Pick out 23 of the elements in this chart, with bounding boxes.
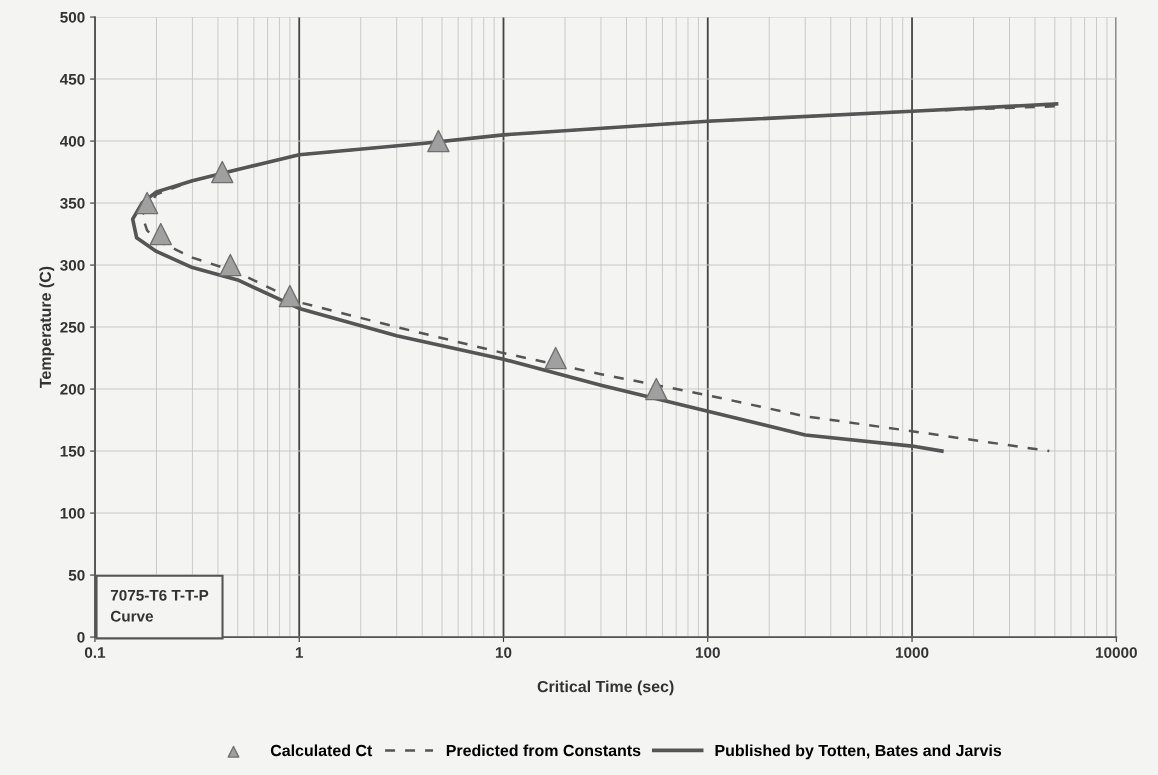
y-tick-label: 0 <box>77 631 85 643</box>
y-tick-label: 150 <box>60 445 85 457</box>
x-tick-label: 10 <box>495 647 512 658</box>
x-tick-label: 100 <box>695 647 720 658</box>
x-tick-label: 0.1 <box>84 647 106 658</box>
y-tick-label: 250 <box>60 321 85 333</box>
y-tick-label: 100 <box>60 507 85 519</box>
y-tick-label: 300 <box>60 259 85 271</box>
annotation: 7075-T6 T-T-P Curve <box>110 589 209 622</box>
y-axis-title: Temperature (C) <box>39 266 55 388</box>
y-tick-label: 50 <box>68 569 85 581</box>
y-tick-label: 500 <box>60 11 85 23</box>
legend-label: Published by Totten, Bates and Jarvis <box>715 744 1002 760</box>
y-tick-label: 200 <box>60 383 85 395</box>
y-tick-label: 350 <box>60 197 85 209</box>
y-tick-label: 450 <box>59 73 85 85</box>
x-tick-label: 1 <box>295 647 304 658</box>
legend-label: Calculated Ct <box>270 744 373 757</box>
x-tick-label: 1000 <box>896 647 929 658</box>
legend-label: Predicted from Constants <box>446 744 641 757</box>
x-tick-label: 10000 <box>1096 647 1137 658</box>
x-axis-title: Critical Time (sec) <box>537 680 674 696</box>
y-tick-label: 400 <box>59 135 85 147</box>
